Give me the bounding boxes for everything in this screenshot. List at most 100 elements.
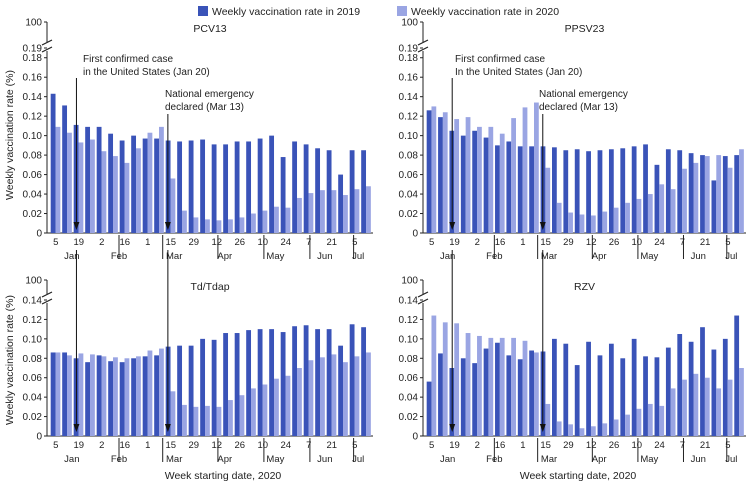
bar-2020: [147, 350, 153, 436]
x-tick-label: 5: [352, 440, 357, 451]
bar-2019: [154, 355, 160, 436]
annotation-first-case-line2: in the United States (Jan 20): [83, 67, 210, 78]
bar-2019: [722, 338, 728, 436]
bar-2019: [85, 362, 91, 436]
y-tick-label: 0.06: [399, 373, 419, 384]
bar-2020: [320, 357, 325, 436]
bar-2019: [315, 148, 321, 233]
bar-2020: [90, 354, 95, 436]
bar-2020: [431, 315, 437, 436]
y-tick-label: 0.10: [399, 334, 419, 345]
bar-2019: [326, 150, 332, 233]
panel-title: PCV13: [193, 23, 226, 35]
y-tick-label: 0.04: [399, 190, 419, 201]
month-label: Jul: [352, 454, 364, 465]
arrowhead: [449, 222, 456, 230]
y-tick-label: 100: [25, 276, 42, 287]
bar-2020: [124, 162, 130, 233]
arrowhead: [449, 424, 456, 432]
x-tick-label: 1: [520, 440, 525, 451]
bar-2019: [483, 348, 489, 436]
bar-2020: [477, 126, 482, 233]
x-tick-label: 5: [352, 237, 357, 248]
x-tick-label: 12: [586, 237, 597, 248]
bar-2020: [704, 156, 710, 233]
x-tick-label: 2: [475, 440, 480, 451]
y-tick-label: 100: [25, 18, 42, 29]
bar-2019: [338, 345, 344, 436]
bar-2019: [586, 151, 591, 233]
bar-2020: [205, 219, 210, 233]
bar-2020: [124, 358, 130, 436]
bar-2019: [349, 324, 355, 436]
bar-2019: [177, 141, 183, 233]
bar-2019: [665, 347, 671, 436]
bar-2019: [200, 338, 206, 436]
bar-2019: [96, 355, 102, 436]
bar-2020: [308, 193, 314, 233]
bar-2019: [292, 141, 298, 233]
y-tick-label: 0.12: [399, 315, 419, 326]
bar-2020: [636, 408, 642, 436]
axis-break-mark: [41, 291, 53, 298]
arrowhead: [164, 424, 171, 432]
axis-break-mark: [417, 291, 429, 298]
month-label: Jun: [691, 251, 706, 262]
x-tick-label: 21: [700, 440, 711, 451]
month-label: Jun: [317, 454, 332, 465]
bar-2020: [693, 162, 699, 233]
y-tick-label: 0.04: [23, 190, 43, 201]
x-tick-label: 12: [211, 440, 222, 451]
bar-2020: [590, 215, 596, 233]
month-label: Jul: [352, 251, 364, 262]
bar-2019: [154, 138, 160, 233]
bar-2019: [108, 361, 114, 436]
y-tick-label: 100: [401, 18, 418, 29]
bar-2020: [579, 428, 585, 436]
bar-2020: [216, 406, 222, 436]
x-tick-label: 24: [654, 440, 665, 451]
bar-2019: [574, 365, 580, 436]
bar-2019: [597, 150, 603, 233]
x-tick-label: 29: [188, 440, 199, 451]
bar-2020: [366, 186, 371, 233]
panel-title: Td/Tdap: [190, 281, 229, 293]
y-tick-label: 0.02: [23, 209, 43, 220]
annotation-first-case-line2-right: In the United States (Jan 20): [455, 67, 582, 78]
bar-2020: [682, 168, 687, 233]
annotation-right: First confirmed case In the United State…: [449, 54, 628, 432]
y-tick-label: 0.08: [23, 354, 43, 365]
bar-2019: [495, 145, 500, 233]
bar-2020: [511, 118, 516, 233]
bar-2020: [704, 377, 710, 436]
month-label: Apr: [217, 251, 232, 262]
bar-2020: [216, 220, 222, 233]
bar-2019: [119, 362, 125, 436]
y-tick-label: 0.04: [23, 393, 43, 404]
x-tick-label: 26: [234, 440, 245, 451]
bar-2019: [426, 381, 432, 436]
bar-2020: [613, 207, 619, 233]
bar-2020: [579, 214, 585, 233]
bar-2020: [693, 373, 699, 436]
bar-2020: [499, 337, 505, 436]
y-tick-label: 0.18: [23, 53, 43, 64]
bar-2020: [193, 217, 199, 233]
annotation-left: First confirmed case in the United State…: [73, 54, 254, 432]
bar-2020: [331, 354, 337, 436]
bar-2020: [522, 107, 528, 233]
bar-2020: [159, 348, 164, 436]
x-tick-label: 24: [654, 237, 665, 248]
bar-2019: [506, 141, 512, 233]
y-tick-label: 0: [36, 432, 42, 443]
x-axis-title-right: Week starting date, 2020: [520, 470, 637, 482]
bar-2020: [239, 395, 245, 436]
bar-2019: [96, 126, 102, 233]
month-label: Mar: [166, 454, 182, 465]
bar-2020: [274, 378, 279, 436]
bar-2020: [274, 206, 279, 233]
bar-2020: [716, 155, 722, 233]
month-label: Jan: [440, 454, 455, 465]
bar-2020: [659, 184, 665, 233]
bar-2019: [188, 345, 194, 436]
